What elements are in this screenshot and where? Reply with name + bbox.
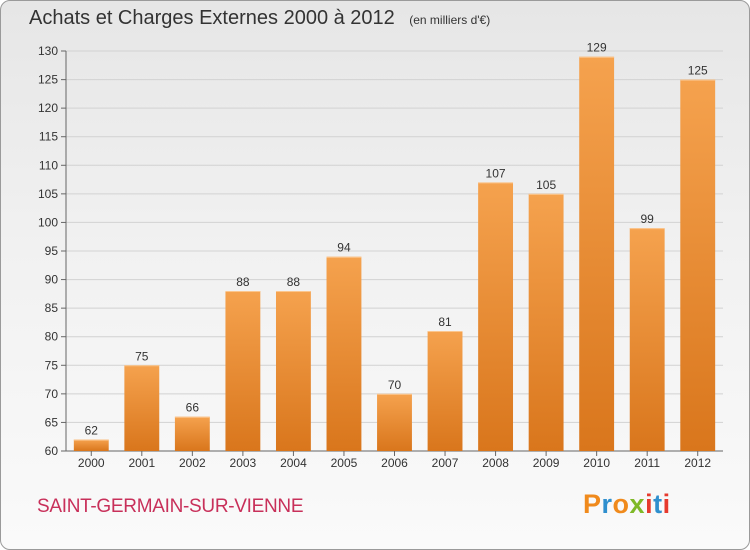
bar-2010 bbox=[579, 56, 615, 451]
value-label-2000: 62 bbox=[85, 424, 99, 438]
x-tick-label-2009: 2009 bbox=[533, 456, 560, 470]
y-tick-labels: 60 65 70 75 80 85 90 95 100 105 110 115 120 125 130 bbox=[38, 44, 58, 458]
data-labels: 62 75 66 88 88 94 70 81 107 105 129 99 125 bbox=[85, 41, 708, 438]
brand-letter: r bbox=[601, 489, 613, 519]
y-tick-label: 105 bbox=[38, 187, 58, 201]
bar-2011 bbox=[629, 228, 665, 451]
brand-letter: i bbox=[645, 489, 654, 519]
x-tick-label-2008: 2008 bbox=[482, 456, 509, 470]
bar-2002 bbox=[174, 416, 210, 451]
bar-2012 bbox=[680, 79, 716, 452]
x-tick-label-2000: 2000 bbox=[78, 456, 105, 470]
brand-letter: i bbox=[662, 489, 671, 519]
x-tick-labels: 2000 2001 2002 2003 2004 2005 2006 2007 2008 2009… bbox=[78, 456, 711, 470]
x-tick-label-2005: 2005 bbox=[331, 456, 358, 470]
y-tick-label: 115 bbox=[39, 130, 58, 144]
x-tick-label-2011: 2011 bbox=[634, 456, 660, 470]
brand-letter: x bbox=[629, 489, 646, 519]
x-tick-label-2012: 2012 bbox=[684, 456, 711, 470]
value-label-2012: 125 bbox=[688, 64, 708, 78]
bar-2008 bbox=[478, 182, 514, 451]
y-tick-label: 85 bbox=[45, 301, 59, 315]
bar-2004 bbox=[275, 291, 311, 451]
x-tick-label-2001: 2001 bbox=[128, 456, 155, 470]
y-tick-label: 130 bbox=[38, 44, 58, 58]
value-label-2003: 88 bbox=[236, 275, 250, 289]
bar-2001 bbox=[124, 365, 160, 451]
value-label-2009: 105 bbox=[536, 178, 556, 192]
commune-name: SAINT-GERMAIN-SUR-VIENNE bbox=[37, 496, 304, 517]
bar-2006 bbox=[377, 393, 412, 451]
y-tick-label: 80 bbox=[45, 330, 59, 344]
y-tick-label: 90 bbox=[45, 273, 59, 287]
y-tick-label: 75 bbox=[45, 358, 59, 372]
x-tick-label-2007: 2007 bbox=[432, 456, 459, 470]
bar-2007 bbox=[427, 331, 463, 451]
title-row: Achats et Charges Externes 2000 à 2012 (… bbox=[29, 7, 490, 30]
value-label-2011: 99 bbox=[641, 212, 655, 226]
bars bbox=[73, 56, 716, 452]
value-label-2004: 88 bbox=[287, 275, 301, 289]
brand-letter: P bbox=[583, 489, 602, 519]
y-tick-label: 60 bbox=[45, 444, 59, 458]
y-tick-label: 65 bbox=[45, 415, 59, 429]
value-label-2008: 107 bbox=[486, 166, 506, 180]
value-label-2007: 81 bbox=[438, 315, 452, 329]
x-tick-label-2002: 2002 bbox=[179, 456, 206, 470]
x-tick-label-2010: 2010 bbox=[583, 456, 610, 470]
bar-2003 bbox=[225, 291, 261, 451]
x-tick-label-2003: 2003 bbox=[230, 456, 257, 470]
value-label-2001: 75 bbox=[135, 349, 149, 363]
y-tick-label: 125 bbox=[38, 73, 58, 87]
brand-letter: o bbox=[612, 489, 630, 519]
y-tick-label: 100 bbox=[38, 215, 58, 229]
brand-letter: t bbox=[653, 489, 663, 519]
y-tick-label: 70 bbox=[45, 387, 59, 401]
y-tick-label: 120 bbox=[38, 101, 58, 115]
x-tick-label-2006: 2006 bbox=[381, 456, 408, 470]
chart-title: Achats et Charges Externes 2000 à 2012 bbox=[29, 7, 395, 29]
x-tick-label-2004: 2004 bbox=[280, 456, 307, 470]
chart-unit: (en milliers d'€) bbox=[409, 13, 491, 27]
brand-logo: Proxiti bbox=[583, 489, 671, 520]
bar-2000 bbox=[73, 439, 109, 451]
value-label-2002: 66 bbox=[186, 401, 200, 415]
bar-2009 bbox=[528, 193, 564, 451]
y-tick-label: 95 bbox=[45, 244, 59, 258]
value-label-2010: 129 bbox=[587, 41, 607, 55]
value-label-2006: 70 bbox=[388, 378, 402, 392]
bar-2005 bbox=[326, 256, 362, 451]
y-tick-label: 110 bbox=[39, 158, 58, 172]
value-label-2005: 94 bbox=[337, 241, 351, 255]
